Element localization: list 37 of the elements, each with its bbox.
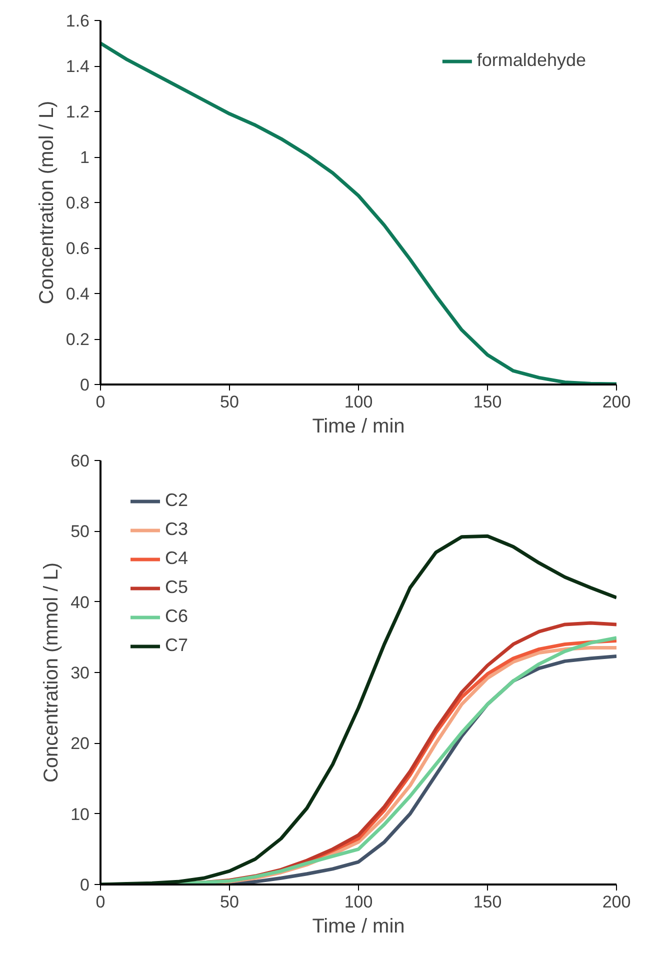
x-axis-title: Time / min <box>312 916 405 938</box>
x-tick-label: 100 <box>344 892 373 912</box>
y-tick-label: 10 <box>70 804 90 824</box>
y-tick-label: 1.2 <box>66 102 90 122</box>
x-tick-label: 200 <box>602 892 631 912</box>
y-axis-title: Concentration (mol / L) <box>36 100 58 304</box>
x-tick-label: 50 <box>220 392 239 412</box>
y-tick-label: 20 <box>70 734 90 754</box>
y-tick-label: 0.2 <box>66 330 90 349</box>
y-tick-label: 1.6 <box>66 12 90 30</box>
legend-label: C7 <box>165 635 188 656</box>
legend-label: C2 <box>165 490 188 511</box>
x-tick-label: 50 <box>220 892 239 912</box>
x-tick-label: 0 <box>96 892 106 912</box>
x-tick-label: 150 <box>473 392 502 412</box>
y-tick-label: 0.6 <box>66 239 90 258</box>
legend-label: formaldehyde <box>476 50 586 71</box>
y-tick-label: 1.4 <box>66 57 90 76</box>
legend-label: C3 <box>165 519 188 540</box>
legend-label: C5 <box>165 577 188 598</box>
y-tick-label: 60 <box>70 452 90 470</box>
y-tick-label: 0 <box>80 376 90 394</box>
x-axis-title: Time / min <box>312 416 405 438</box>
x-tick-label: 200 <box>602 392 631 412</box>
x-tick-label: 150 <box>473 892 502 912</box>
y-tick-label: 0.8 <box>66 194 90 212</box>
y-tick-label: 0 <box>80 876 90 894</box>
y-tick-label: 40 <box>70 592 90 612</box>
y-tick-label: 50 <box>70 522 90 542</box>
x-tick-label: 100 <box>344 392 373 412</box>
y-tick-label: 0.4 <box>66 284 90 304</box>
legend-label: C4 <box>165 548 188 569</box>
y-tick-label: 30 <box>70 664 90 682</box>
y-axis-title: Concentration (mmol / L) <box>40 562 63 783</box>
x-tick-label: 0 <box>96 392 106 412</box>
y-tick-label: 1 <box>80 148 90 167</box>
legend-label: C6 <box>165 606 188 627</box>
